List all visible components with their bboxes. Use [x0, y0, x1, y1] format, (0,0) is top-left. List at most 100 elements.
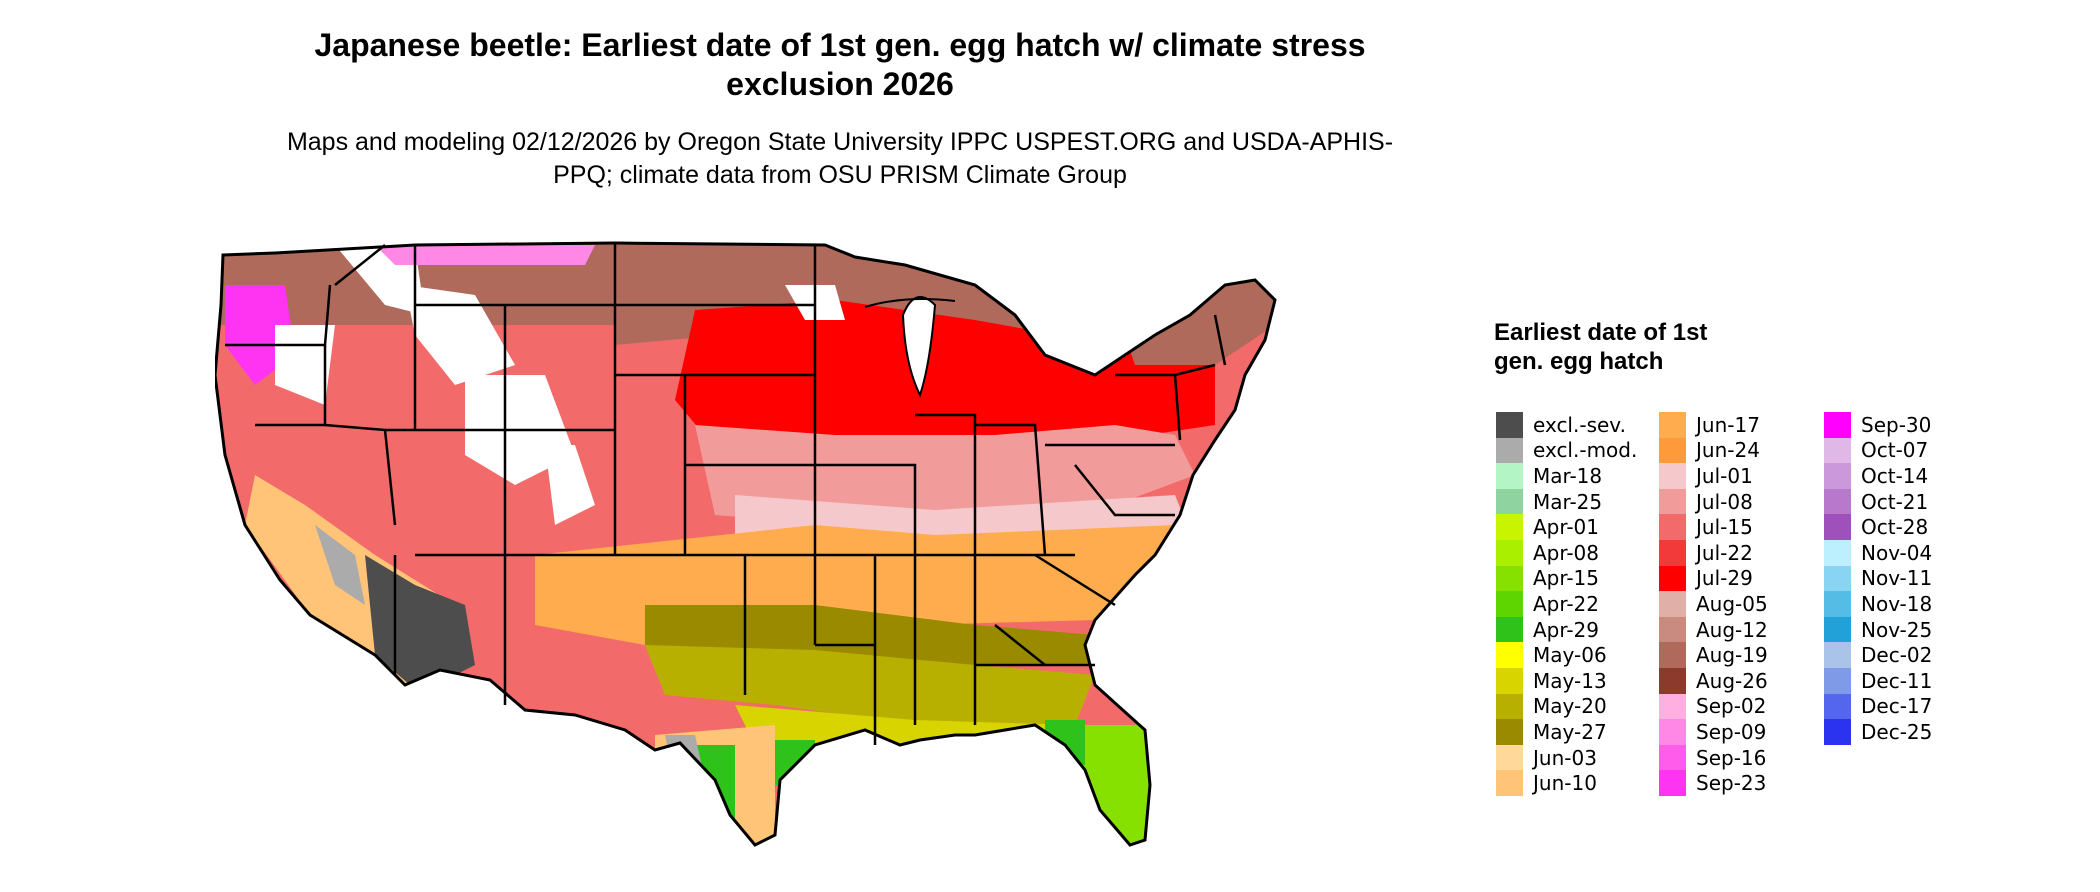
legend-label: May-20 — [1533, 694, 1607, 719]
legend-item: excl.-sev. — [1496, 412, 1637, 438]
legend-item: Jun-24 — [1659, 437, 1768, 464]
legend-label: Oct-07 — [1861, 438, 1929, 463]
legend-label: Aug-26 — [1696, 668, 1768, 693]
legend-swatch — [1496, 770, 1523, 796]
legend-swatch — [1659, 642, 1686, 668]
legend-label: Oct-14 — [1861, 463, 1929, 488]
legend-item: Mar-18 — [1496, 463, 1637, 489]
legend-item: May-06 — [1496, 642, 1637, 668]
legend-item: Jun-03 — [1496, 744, 1637, 771]
legend-item: Sep-23 — [1659, 770, 1768, 796]
legend-label: excl.-sev. — [1533, 412, 1626, 437]
legend-item: Aug-26 — [1659, 667, 1768, 694]
legend-swatch — [1496, 693, 1523, 720]
legend-swatch — [1824, 565, 1851, 592]
legend-swatch — [1824, 463, 1851, 489]
legend-swatch — [1824, 667, 1851, 694]
legend-item: Nov-25 — [1824, 616, 1933, 643]
legend-swatch — [1659, 719, 1686, 745]
legend-label: Jun-03 — [1533, 745, 1597, 770]
legend-label: May-06 — [1533, 643, 1607, 668]
legend-item: Jul-29 — [1659, 565, 1768, 592]
legend-label: excl.-mod. — [1533, 438, 1638, 463]
legend-item: Dec-17 — [1824, 693, 1932, 720]
legend-item: May-27 — [1496, 719, 1637, 745]
legend-item: Oct-21 — [1824, 488, 1932, 515]
legend-item: Dec-02 — [1824, 642, 1932, 668]
map-title: Japanese beetle: Earliest date of 1st ge… — [314, 27, 1366, 102]
legend-label: Dec-11 — [1861, 668, 1933, 693]
legend-swatch — [1659, 412, 1686, 438]
legend-label: May-13 — [1533, 668, 1607, 693]
legend-item: Apr-22 — [1496, 591, 1637, 617]
legend-swatch — [1659, 539, 1686, 566]
legend-item: Dec-25 — [1824, 719, 1932, 745]
legend-item: Sep-09 — [1659, 719, 1768, 745]
legend-swatch — [1824, 693, 1851, 720]
legend-swatch — [1496, 514, 1523, 540]
legend-item: Jul-15 — [1659, 514, 1768, 540]
legend-item: Aug-12 — [1659, 616, 1768, 643]
legend-label: Oct-28 — [1861, 515, 1929, 540]
legend-swatch — [1496, 744, 1523, 771]
legend-swatch — [1659, 591, 1686, 617]
us-hatch-date-map — [215, 241, 1277, 847]
legend-item: Nov-04 — [1824, 539, 1933, 566]
legend-item: Aug-05 — [1659, 591, 1768, 617]
legend-swatch — [1496, 565, 1523, 592]
legend-label: Nov-11 — [1861, 566, 1933, 591]
legend-swatch — [1496, 412, 1523, 438]
legend-item: Sep-30 — [1824, 412, 1932, 438]
legend-item: Jul-01 — [1659, 463, 1768, 489]
legend-item: Nov-11 — [1824, 565, 1933, 592]
legend-label: Sep-16 — [1696, 745, 1767, 770]
legend-label: Jul-29 — [1696, 566, 1753, 591]
legend-item: Sep-02 — [1659, 693, 1768, 720]
legend-swatch — [1496, 667, 1523, 694]
legend-swatch — [1659, 667, 1686, 694]
legend-item: Apr-01 — [1496, 514, 1637, 540]
legend-label: Nov-25 — [1861, 617, 1933, 642]
legend-label: Sep-02 — [1696, 694, 1767, 719]
legend-swatch — [1824, 514, 1851, 540]
legend-item: Dec-11 — [1824, 667, 1933, 694]
legend-label: May-27 — [1533, 719, 1607, 744]
legend-label: Sep-09 — [1696, 719, 1767, 744]
legend-item: Jun-17 — [1659, 412, 1768, 438]
legend-swatch — [1496, 719, 1523, 745]
legend-swatch — [1824, 719, 1851, 745]
legend-item: Apr-29 — [1496, 616, 1637, 643]
legend-swatch — [1659, 744, 1686, 771]
legend-swatch — [1824, 642, 1851, 668]
legend-label: Nov-04 — [1861, 540, 1933, 565]
legend-label: Jul-15 — [1696, 515, 1753, 540]
legend-label: Aug-05 — [1696, 591, 1768, 616]
legend-swatch — [1824, 616, 1851, 643]
legend-swatch — [1496, 437, 1523, 464]
legend-label: Jun-17 — [1696, 412, 1760, 437]
legend-label: Apr-22 — [1533, 591, 1599, 616]
legend-label: Apr-01 — [1533, 515, 1599, 540]
legend-label: Dec-25 — [1861, 719, 1933, 744]
legend-item: Aug-19 — [1659, 642, 1768, 668]
legend-label: Jun-24 — [1696, 438, 1760, 463]
legend-swatch — [1824, 488, 1851, 515]
legend-item: May-20 — [1496, 693, 1637, 720]
legend-label: Sep-30 — [1861, 412, 1932, 437]
legend-item: Mar-25 — [1496, 488, 1637, 515]
legend-swatch — [1659, 565, 1686, 592]
legend-label: Oct-21 — [1861, 489, 1929, 514]
legend-swatch — [1824, 437, 1851, 464]
legend-label: Dec-02 — [1861, 643, 1933, 668]
legend-swatch — [1659, 463, 1686, 489]
legend-label: Jul-01 — [1696, 463, 1753, 488]
legend-label: Nov-18 — [1861, 591, 1933, 616]
legend-item: Oct-28 — [1824, 514, 1932, 540]
legend-swatch — [1496, 463, 1523, 489]
legend-label: Jun-10 — [1533, 771, 1597, 796]
legend-item: May-13 — [1496, 667, 1637, 694]
legend-swatch — [1659, 437, 1686, 464]
legend-label: Jul-08 — [1696, 489, 1753, 514]
legend-swatch — [1496, 488, 1523, 515]
legend-label: Apr-08 — [1533, 540, 1599, 565]
